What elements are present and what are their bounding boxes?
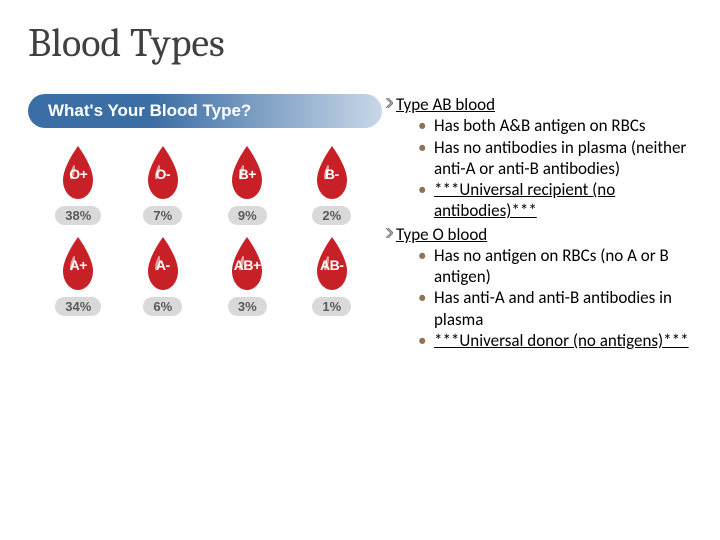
- bullet-icon: •: [418, 287, 434, 330]
- list-item-text: Has both A&B antigen on RBCs: [434, 115, 646, 136]
- list-item: • Has both A&B antigen on RBCs: [418, 115, 692, 136]
- blood-drop-icon: O+: [55, 144, 101, 202]
- drop-label: AB+: [234, 257, 261, 273]
- bullet-icon: •: [418, 179, 434, 222]
- drop-percentage: 1%: [312, 297, 351, 316]
- drop-percentage: 9%: [228, 206, 267, 225]
- section: Type AB blood • Has both A&B antigen on …: [386, 94, 692, 222]
- list-item: • Has no antibodies in plasma (neither a…: [418, 137, 692, 180]
- drop-percentage: 34%: [55, 297, 101, 316]
- drop-label: A+: [70, 257, 87, 273]
- drop-cell: B+ 9%: [211, 144, 283, 225]
- banner-text: What's Your Blood Type?: [48, 101, 251, 121]
- list-item: • Has no antigen on RBCs (no A or B anti…: [418, 245, 692, 288]
- drop-label: B-: [325, 166, 339, 182]
- section-items: • Has both A&B antigen on RBCs• Has no a…: [406, 115, 692, 221]
- section-heading: Type AB blood: [396, 94, 495, 115]
- text-panel: Type AB blood • Has both A&B antigen on …: [386, 94, 692, 353]
- bullet-icon: •: [418, 245, 434, 288]
- section-items: • Has no antigen on RBCs (no A or B anti…: [406, 245, 692, 351]
- list-item: • ***Universal donor (no antigens)***: [418, 330, 692, 351]
- drop-cell: O- 7%: [127, 144, 199, 225]
- blood-drop-icon: B+: [224, 144, 270, 202]
- section-body: Type AB blood • Has both A&B antigen on …: [396, 94, 692, 222]
- chevron-icon: [386, 94, 396, 222]
- content-area: What's Your Blood Type? O+ 38% O- 7% B+ 9% …: [28, 94, 692, 353]
- blood-drop-icon: O-: [140, 144, 186, 202]
- drop-label: B+: [239, 166, 256, 182]
- list-item-text: Has no antigen on RBCs (no A or B antige…: [434, 245, 692, 288]
- bullet-icon: •: [418, 115, 434, 136]
- bullet-icon: •: [418, 330, 434, 351]
- drop-label: A-: [156, 257, 170, 273]
- drop-row: O+ 38% O- 7% B+ 9% B- 2%: [28, 144, 382, 225]
- drop-row: A+ 34% A- 6% AB+ 3% AB- 1%: [28, 235, 382, 316]
- drop-percentage: 38%: [55, 206, 101, 225]
- drop-cell: AB- 1%: [296, 235, 368, 316]
- blood-drop-icon: A-: [140, 235, 186, 293]
- chevron-icon: [386, 224, 396, 352]
- drops-grid: O+38% O-7% B+9% B-2% A+34% A-6% AB+3% A: [28, 144, 382, 316]
- list-item-text: Has no antibodies in plasma (neither ant…: [434, 137, 692, 180]
- list-item-text: ***Universal recipient (no antibodies)**…: [434, 179, 692, 222]
- blood-drop-icon: AB-: [309, 235, 355, 293]
- drop-label: O+: [69, 166, 87, 182]
- blood-drop-icon: B-: [309, 144, 355, 202]
- banner: What's Your Blood Type?: [28, 94, 382, 128]
- drop-cell: B- 2%: [296, 144, 368, 225]
- drop-cell: A+ 34%: [42, 235, 114, 316]
- infographic-panel: What's Your Blood Type? O+ 38% O- 7% B+ 9% …: [28, 94, 382, 353]
- drop-percentage: 7%: [143, 206, 182, 225]
- blood-drop-icon: AB+: [224, 235, 270, 293]
- section-heading: Type O blood: [396, 224, 487, 245]
- drop-cell: O+ 38%: [42, 144, 114, 225]
- drop-label: AB-: [320, 257, 343, 273]
- list-item-text: ***Universal donor (no antigens)***: [434, 330, 689, 351]
- drop-cell: A- 6%: [127, 235, 199, 316]
- drop-percentage: 2%: [312, 206, 351, 225]
- bullet-icon: •: [418, 137, 434, 180]
- list-item: • ***Universal recipient (no antibodies)…: [418, 179, 692, 222]
- drop-percentage: 6%: [143, 297, 182, 316]
- drop-percentage: 3%: [228, 297, 267, 316]
- section-body: Type O blood • Has no antigen on RBCs (n…: [396, 224, 692, 352]
- drop-cell: AB+ 3%: [211, 235, 283, 316]
- blood-drop-icon: A+: [55, 235, 101, 293]
- section: Type O blood • Has no antigen on RBCs (n…: [386, 224, 692, 352]
- slide-title: Blood Types: [28, 20, 692, 66]
- drop-label: O-: [155, 166, 170, 182]
- list-item-text: Has anti-A and anti-B antibodies in plas…: [434, 287, 692, 330]
- list-item: • Has anti-A and anti-B antibodies in pl…: [418, 287, 692, 330]
